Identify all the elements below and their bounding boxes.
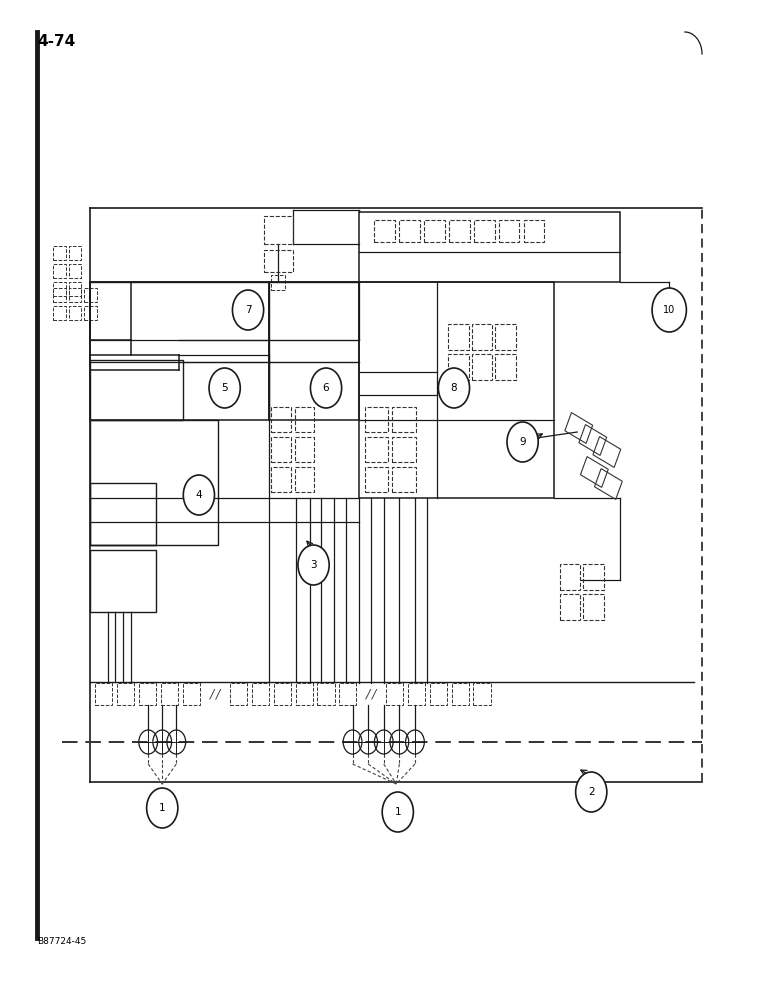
Circle shape: [576, 772, 607, 812]
Bar: [339, 683, 356, 705]
Bar: [374, 220, 395, 242]
Bar: [448, 354, 469, 380]
Circle shape: [232, 290, 264, 330]
Bar: [84, 288, 97, 302]
Bar: [252, 683, 269, 705]
Bar: [424, 220, 445, 242]
Text: /: /: [372, 688, 377, 700]
Bar: [472, 324, 492, 350]
Text: 6: 6: [323, 383, 329, 393]
Text: 2: 2: [588, 787, 594, 797]
Bar: [264, 216, 293, 244]
Circle shape: [507, 422, 538, 462]
Bar: [90, 360, 183, 420]
Bar: [399, 220, 420, 242]
Bar: [365, 437, 388, 462]
Bar: [583, 564, 604, 590]
Bar: [53, 264, 66, 278]
Text: /: /: [216, 688, 221, 700]
Bar: [269, 282, 359, 420]
Text: 8: 8: [451, 383, 457, 393]
Bar: [90, 420, 218, 545]
Bar: [392, 437, 416, 462]
Bar: [386, 683, 403, 705]
Bar: [139, 683, 156, 705]
Bar: [69, 306, 81, 320]
Bar: [474, 220, 495, 242]
Text: /: /: [210, 688, 215, 700]
Bar: [271, 407, 291, 432]
Bar: [359, 282, 554, 498]
Bar: [408, 683, 425, 705]
Bar: [295, 407, 314, 432]
Circle shape: [298, 545, 329, 585]
Text: 4-74: 4-74: [37, 34, 76, 49]
Text: B87724-45: B87724-45: [37, 937, 87, 946]
Bar: [392, 467, 416, 492]
Circle shape: [310, 368, 342, 408]
Bar: [495, 354, 516, 380]
Bar: [495, 324, 516, 350]
Text: 5: 5: [222, 383, 228, 393]
Bar: [53, 288, 66, 302]
Bar: [53, 306, 66, 320]
Bar: [84, 306, 97, 320]
Bar: [53, 246, 66, 260]
Bar: [430, 683, 447, 705]
Bar: [473, 683, 491, 705]
Bar: [560, 564, 580, 590]
Text: 7: 7: [245, 305, 251, 315]
Bar: [365, 467, 388, 492]
Circle shape: [438, 368, 470, 408]
Circle shape: [183, 475, 214, 515]
Bar: [117, 683, 134, 705]
Bar: [95, 683, 112, 705]
Bar: [452, 683, 469, 705]
Bar: [90, 282, 269, 420]
Circle shape: [382, 792, 413, 832]
Text: 4: 4: [196, 490, 202, 500]
Text: 3: 3: [310, 560, 317, 570]
Bar: [69, 246, 81, 260]
Circle shape: [209, 368, 240, 408]
Bar: [264, 250, 293, 272]
Text: 1: 1: [159, 803, 165, 813]
Bar: [296, 683, 313, 705]
Bar: [274, 683, 291, 705]
Bar: [449, 220, 470, 242]
Bar: [365, 407, 388, 432]
Bar: [295, 467, 314, 492]
Bar: [230, 683, 247, 705]
Bar: [69, 288, 81, 302]
Bar: [472, 354, 492, 380]
Bar: [53, 282, 66, 296]
Bar: [271, 467, 291, 492]
Bar: [69, 282, 81, 296]
Circle shape: [652, 288, 686, 332]
Text: 9: 9: [519, 437, 526, 447]
Text: 1: 1: [395, 807, 401, 817]
Bar: [560, 594, 580, 620]
Bar: [524, 220, 544, 242]
Bar: [448, 324, 469, 350]
Text: /: /: [366, 688, 370, 700]
Bar: [69, 264, 81, 278]
Bar: [392, 407, 416, 432]
Bar: [271, 437, 291, 462]
Bar: [183, 683, 200, 705]
Bar: [295, 437, 314, 462]
Bar: [271, 275, 285, 290]
Circle shape: [147, 788, 178, 828]
Text: 10: 10: [663, 305, 675, 315]
Bar: [161, 683, 178, 705]
Bar: [90, 483, 156, 545]
Bar: [499, 220, 519, 242]
Bar: [90, 550, 156, 612]
Bar: [317, 683, 335, 705]
Bar: [359, 212, 620, 282]
Bar: [583, 594, 604, 620]
